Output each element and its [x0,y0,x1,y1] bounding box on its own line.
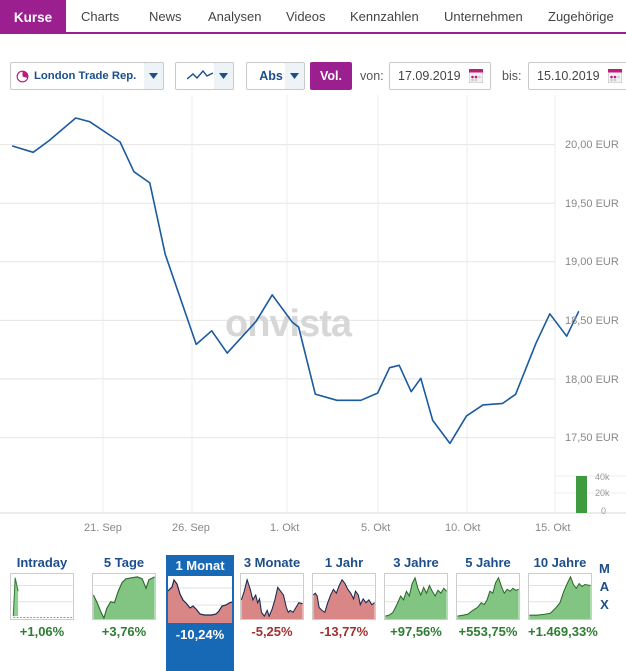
svg-text:19,50 EUR: 19,50 EUR [565,198,619,210]
svg-text:0: 0 [601,506,606,516]
svg-text:10. Okt: 10. Okt [445,522,480,534]
svg-text:15. Okt: 15. Okt [535,522,570,534]
svg-text:19,00 EUR: 19,00 EUR [565,256,619,268]
svg-text:1. Okt: 1. Okt [270,522,299,534]
svg-text:18,50 EUR: 18,50 EUR [565,315,619,327]
svg-text:5. Okt: 5. Okt [361,522,390,534]
svg-text:onvista: onvista [225,303,353,345]
svg-text:40k: 40k [595,472,610,482]
svg-text:26. Sep: 26. Sep [172,522,210,534]
svg-text:18,00 EUR: 18,00 EUR [565,374,619,386]
svg-text:21. Sep: 21. Sep [84,522,122,534]
svg-text:20k: 20k [595,488,610,498]
svg-text:20,00 EUR: 20,00 EUR [565,139,619,151]
svg-text:17,50 EUR: 17,50 EUR [565,432,619,444]
